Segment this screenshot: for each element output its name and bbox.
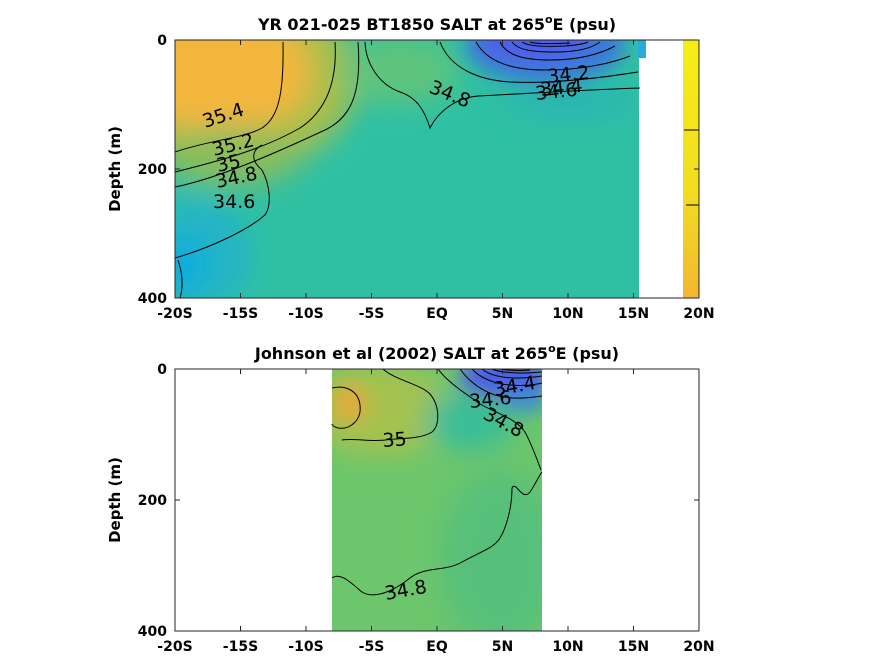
- bottom-x-tick-label: 10N: [552, 639, 583, 655]
- bottom-panel-title: Johnson et al (2002) SALT at 265oE (psu): [254, 342, 619, 363]
- top-y-tick-label: 0: [157, 33, 167, 49]
- top-tick-marks: [174, 39, 700, 299]
- bottom-contours: [331, 368, 543, 596]
- bottom-y-tick-labels: 0 200 400: [138, 362, 167, 640]
- bottom-x-tick-label: 20N: [683, 639, 714, 655]
- bottom-x-tick-label: EQ: [426, 639, 448, 655]
- top-x-tick-label: -20S: [157, 306, 192, 322]
- top-x-tick-label: 20N: [683, 306, 714, 322]
- top-edge-strip: [683, 40, 699, 298]
- svg-text:34.6: 34.6: [534, 79, 578, 105]
- top-x-tick-label: 10N: [552, 306, 583, 322]
- svg-text:35: 35: [382, 428, 408, 452]
- bottom-x-tick-labels: -20S -15S -10S -5S EQ 5N 10N 15N 20N: [157, 639, 714, 655]
- top-y-axis-label: Depth (m): [106, 126, 124, 212]
- bottom-tick-marks: [174, 368, 700, 632]
- top-contours: [174, 41, 699, 299]
- bottom-x-tick-label: -5S: [359, 639, 385, 655]
- bottom-x-tick-label: -10S: [288, 639, 323, 655]
- bottom-y-axis-label: Depth (m): [106, 457, 124, 543]
- top-x-tick-label: 15N: [618, 306, 649, 322]
- top-salinity-field: [175, 40, 639, 298]
- top-x-tick-labels: -20S -15S -10S -5S EQ 5N 10N 15N 20N: [157, 306, 714, 322]
- svg-text:34.6: 34.6: [213, 191, 255, 213]
- top-x-tick-label: EQ: [426, 306, 448, 322]
- bottom-x-tick-label: -15S: [223, 639, 258, 655]
- top-x-tick-label: -15S: [223, 306, 258, 322]
- bottom-panel: Johnson et al (2002) SALT at 265oE (psu): [106, 342, 715, 655]
- top-panel-title: YR 021-025 BT1850 SALT at 265oE (psu): [257, 13, 616, 34]
- top-panel: YR 021-025 BT1850 SALT at 265oE (psu): [106, 13, 715, 322]
- top-x-tick-label: -5S: [359, 306, 385, 322]
- svg-text:34.2: 34.2: [546, 62, 590, 88]
- top-coastal-cells: [638, 40, 646, 58]
- top-y-tick-label: 200: [138, 162, 167, 178]
- top-x-tick-label: -10S: [288, 306, 323, 322]
- top-y-tick-labels: 0 200 400: [138, 33, 167, 307]
- bottom-y-tick-label: 200: [138, 493, 167, 509]
- svg-text:35: 35: [214, 150, 242, 177]
- top-x-tick-label: 5N: [492, 306, 513, 322]
- bottom-x-tick-label: -20S: [157, 639, 192, 655]
- svg-text:34.4: 34.4: [539, 75, 583, 101]
- bottom-y-tick-label: 400: [138, 624, 167, 640]
- bottom-y-tick-label: 0: [157, 362, 167, 378]
- bottom-x-tick-label: 5N: [492, 639, 513, 655]
- top-y-tick-label: 400: [138, 291, 167, 307]
- svg-text:34.6: 34.6: [468, 387, 512, 413]
- bottom-x-tick-label: 15N: [618, 639, 649, 655]
- bottom-salinity-field: [332, 369, 542, 631]
